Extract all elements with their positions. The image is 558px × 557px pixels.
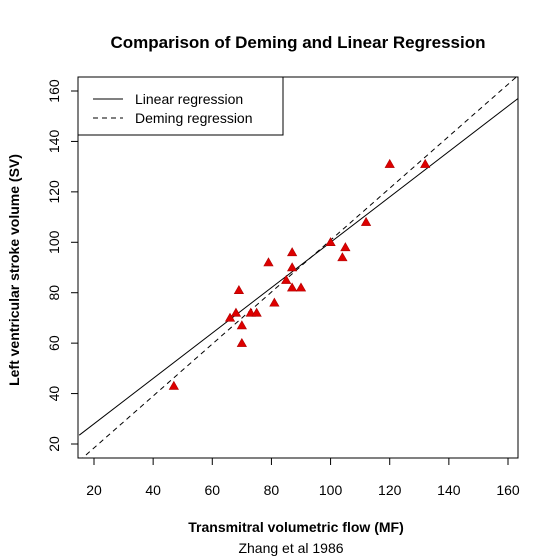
x-tick-label: 100: [319, 482, 343, 498]
y-tick-label: 40: [46, 386, 62, 402]
data-point: [337, 252, 348, 262]
plot-frame: [77, 76, 519, 459]
x-tick-label: 40: [145, 482, 161, 498]
data-point: [360, 216, 372, 226]
data-point: [384, 158, 395, 168]
x-axis: 20 40 60 80 100 120 140 160: [86, 458, 520, 498]
data-point: [287, 247, 298, 257]
data-point: [420, 158, 431, 168]
data-point: [236, 337, 247, 347]
legend-label-linear: Linear regression: [135, 91, 243, 107]
data-point: [295, 282, 307, 292]
legend-box: [77, 76, 284, 136]
x-tick-label: 60: [204, 482, 220, 498]
y-axis-label: Left ventricular stroke volume (SV): [6, 154, 22, 386]
y-tick-label: 20: [46, 436, 62, 452]
data-points: [168, 158, 431, 390]
data-point: [340, 242, 351, 252]
y-tick-label: 60: [46, 335, 62, 351]
legend-label-deming: Deming regression: [135, 110, 253, 126]
y-tick-label: 100: [46, 230, 62, 254]
data-point: [233, 284, 245, 294]
data-point: [168, 380, 179, 390]
x-tick-label: 120: [378, 482, 402, 498]
data-point: [230, 307, 242, 317]
data-point: [236, 320, 247, 330]
x-tick-label: 160: [496, 482, 520, 498]
data-point: [287, 262, 298, 272]
data-point: [281, 274, 292, 284]
chart-title: Comparison of Deming and Linear Regressi…: [110, 33, 485, 52]
y-axis: 20 40 60 80 100 120 140 160: [46, 79, 78, 452]
x-tick-label: 140: [437, 482, 461, 498]
subtitle: Zhang et al 1986: [238, 540, 343, 556]
plot-area: [78, 77, 518, 458]
data-point: [269, 297, 280, 307]
y-tick-label: 80: [46, 285, 62, 301]
x-tick-label: 20: [86, 482, 102, 498]
data-point: [325, 237, 336, 247]
y-tick-label: 120: [46, 180, 62, 204]
data-point: [287, 282, 298, 292]
x-tick-label: 80: [264, 482, 280, 498]
data-point: [251, 307, 262, 317]
linear-regression-line: [78, 97, 518, 436]
legend: Linear regression Deming regression: [77, 76, 284, 136]
data-point: [224, 312, 236, 322]
y-tick-label: 160: [46, 79, 62, 103]
x-axis-label: Transmitral volumetric flow (MF): [188, 519, 403, 535]
data-point: [263, 257, 274, 267]
y-tick-label: 140: [46, 130, 62, 154]
